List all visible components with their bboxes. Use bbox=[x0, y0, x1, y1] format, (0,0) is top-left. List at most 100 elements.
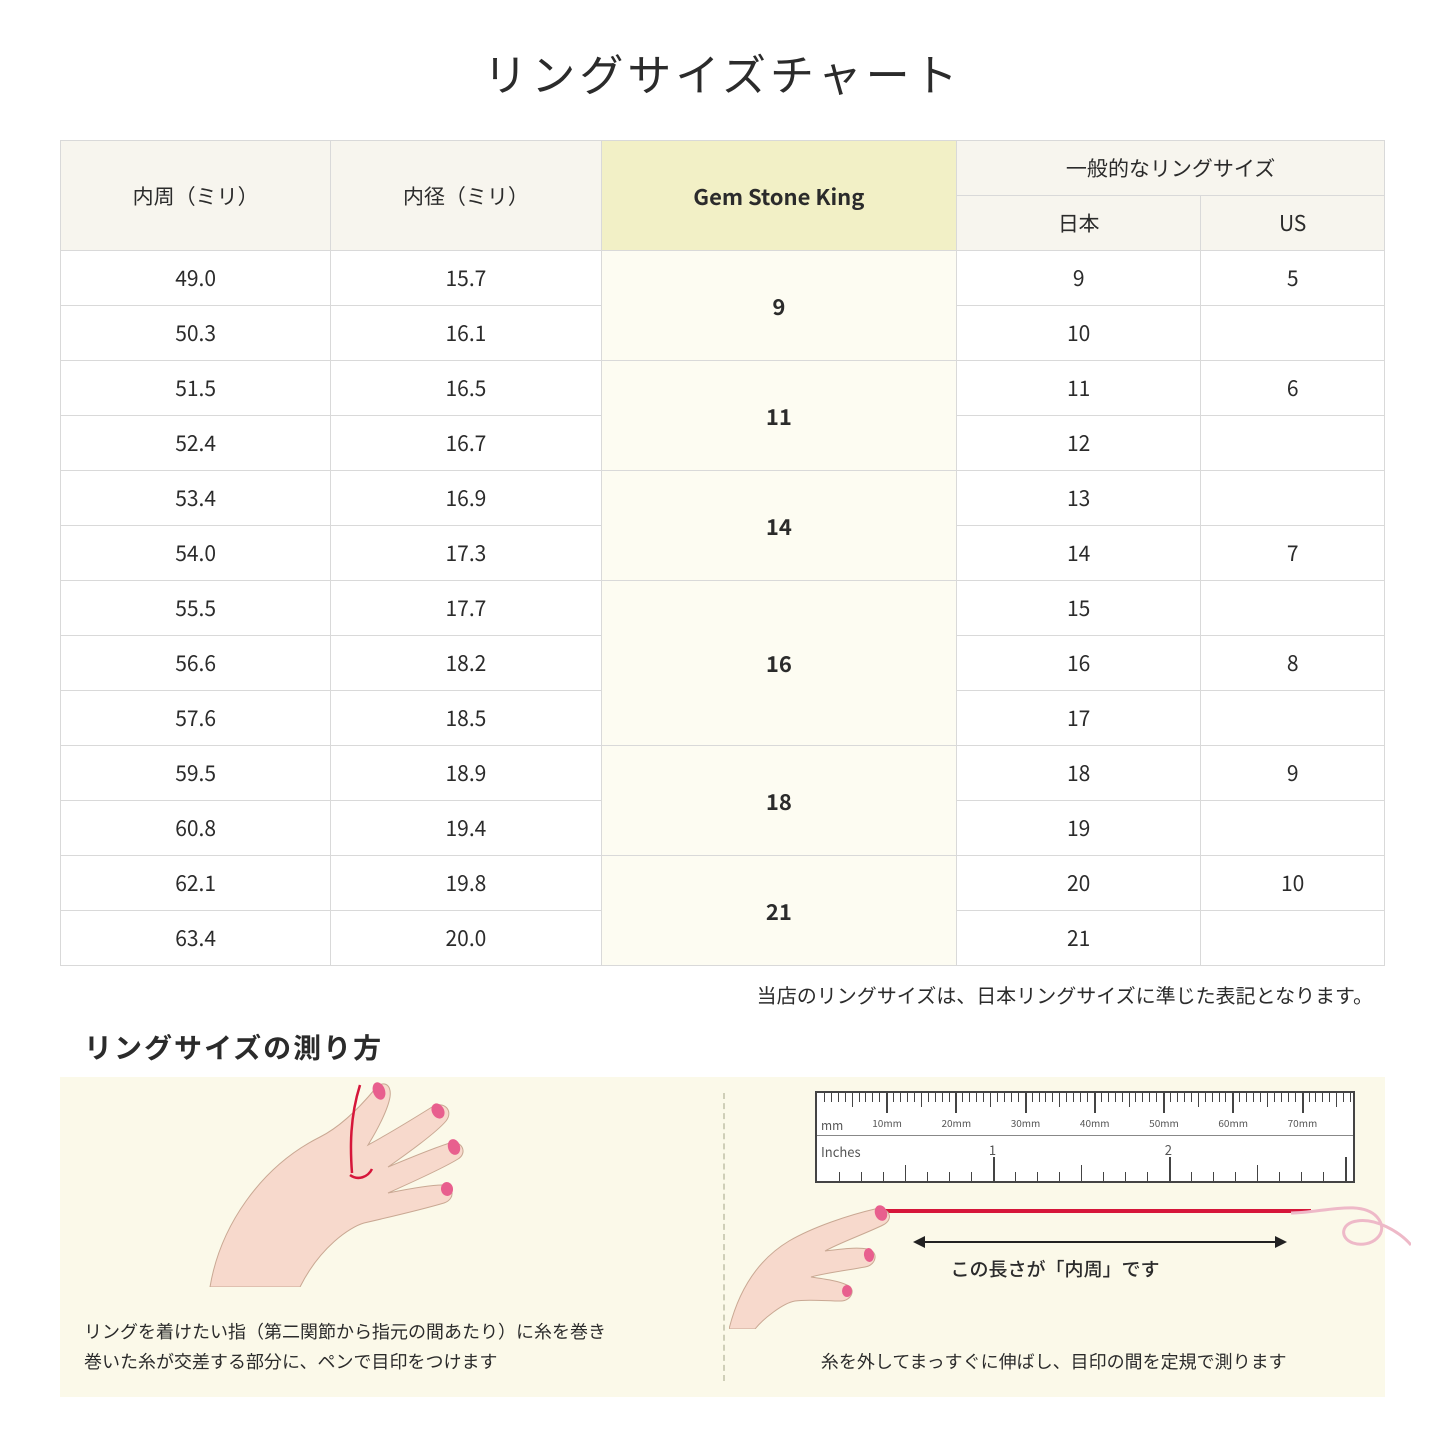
table-row: 62.119.8212010 bbox=[61, 856, 1385, 911]
cell-diameter: 16.1 bbox=[331, 306, 601, 361]
ruler-mm-mark: 60mm bbox=[1218, 1115, 1248, 1130]
length-arrow bbox=[915, 1241, 1285, 1243]
table-row: 51.516.511116 bbox=[61, 361, 1385, 416]
instruction-panel: リングを着けたい指（第二関節から指元の間あたり）に糸を巻き 巻いた糸が交差する部… bbox=[60, 1077, 1385, 1397]
cell-us: 8 bbox=[1201, 636, 1385, 691]
cell-gsk: 18 bbox=[601, 746, 957, 856]
th-general-group: 一般的なリングサイズ bbox=[957, 141, 1385, 196]
cell-circumference: 53.4 bbox=[61, 471, 331, 526]
left-caption: リングを着けたい指（第二関節から指元の間あたり）に糸を巻き 巻いた糸が交差する部… bbox=[84, 1316, 699, 1377]
cell-japan: 11 bbox=[957, 361, 1201, 416]
cell-circumference: 51.5 bbox=[61, 361, 331, 416]
measure-title: リングサイズの測り方 bbox=[84, 1027, 1385, 1067]
ruler-mm-mark: 50mm bbox=[1149, 1115, 1179, 1130]
cell-circumference: 59.5 bbox=[61, 746, 331, 801]
cell-diameter: 16.7 bbox=[331, 416, 601, 471]
size-chart-table: 内周（ミリ） 内径（ミリ） Gem Stone King 一般的なリングサイズ … bbox=[60, 140, 1385, 966]
ruler-mm-label: mm bbox=[821, 1117, 843, 1134]
footnote: 当店のリングサイズは、日本リングサイズに準じた表記となります。 bbox=[60, 980, 1385, 1009]
cell-japan: 16 bbox=[957, 636, 1201, 691]
ruler-inches-label: Inches bbox=[821, 1142, 861, 1161]
cell-diameter: 17.3 bbox=[331, 526, 601, 581]
cell-us bbox=[1201, 691, 1385, 746]
cell-japan: 10 bbox=[957, 306, 1201, 361]
hand-point-illustration bbox=[729, 1179, 899, 1329]
cell-circumference: 55.5 bbox=[61, 581, 331, 636]
cell-diameter: 20.0 bbox=[331, 911, 601, 966]
cell-japan: 18 bbox=[957, 746, 1201, 801]
cell-diameter: 16.9 bbox=[331, 471, 601, 526]
cell-circumference: 52.4 bbox=[61, 416, 331, 471]
page-title: リングサイズチャート bbox=[60, 40, 1385, 104]
th-diameter: 内径（ミリ） bbox=[331, 141, 601, 251]
hand-thread-illustration bbox=[200, 1077, 560, 1287]
ruler-in-mark: 2 bbox=[1165, 1140, 1172, 1159]
ruler-mm-mark: 70mm bbox=[1288, 1115, 1318, 1130]
table-body: 49.015.799550.316.11051.516.51111652.416… bbox=[61, 251, 1385, 966]
cell-diameter: 15.7 bbox=[331, 251, 601, 306]
panel-right: mm 10mm 20mm 30mm 40mm 50mm 60mm 70mm Inches 1… bbox=[723, 1077, 1386, 1397]
cell-us bbox=[1201, 471, 1385, 526]
cell-gsk: 11 bbox=[601, 361, 957, 471]
cell-circumference: 60.8 bbox=[61, 801, 331, 856]
table-row: 53.416.91413 bbox=[61, 471, 1385, 526]
cell-japan: 20 bbox=[957, 856, 1201, 911]
cell-gsk: 9 bbox=[601, 251, 957, 361]
cell-diameter: 19.4 bbox=[331, 801, 601, 856]
cell-gsk: 21 bbox=[601, 856, 957, 966]
cell-circumference: 56.6 bbox=[61, 636, 331, 691]
cell-us: 9 bbox=[1201, 746, 1385, 801]
left-caption-line1: リングを着けたい指（第二関節から指元の間あたり）に糸を巻き bbox=[84, 1316, 699, 1347]
th-gsk: Gem Stone King bbox=[601, 141, 957, 251]
ruler-group: mm 10mm 20mm 30mm 40mm 50mm 60mm 70mm Inches 1… bbox=[795, 1091, 1355, 1183]
cell-us bbox=[1201, 416, 1385, 471]
cell-japan: 15 bbox=[957, 581, 1201, 636]
table-row: 49.015.7995 bbox=[61, 251, 1385, 306]
left-caption-line2: 巻いた糸が交差する部分に、ペンで目印をつけます bbox=[84, 1346, 699, 1377]
cell-diameter: 17.7 bbox=[331, 581, 601, 636]
cell-us bbox=[1201, 581, 1385, 636]
cell-circumference: 63.4 bbox=[61, 911, 331, 966]
cell-japan: 13 bbox=[957, 471, 1201, 526]
th-japan: 日本 bbox=[957, 196, 1201, 251]
cell-us bbox=[1201, 911, 1385, 966]
cell-japan: 21 bbox=[957, 911, 1201, 966]
cell-circumference: 49.0 bbox=[61, 251, 331, 306]
ruler: mm 10mm 20mm 30mm 40mm 50mm 60mm 70mm Inches 1… bbox=[815, 1091, 1355, 1183]
cell-us: 5 bbox=[1201, 251, 1385, 306]
cell-us bbox=[1201, 306, 1385, 361]
cell-us: 10 bbox=[1201, 856, 1385, 911]
cell-circumference: 50.3 bbox=[61, 306, 331, 361]
cell-gsk: 14 bbox=[601, 471, 957, 581]
ruler-mm-mark: 10mm bbox=[872, 1115, 902, 1130]
thread-curl-icon bbox=[1291, 1191, 1411, 1261]
table-row: 59.518.918189 bbox=[61, 746, 1385, 801]
ruler-mm-mark: 20mm bbox=[941, 1115, 971, 1130]
thread-line bbox=[881, 1209, 1311, 1213]
cell-japan: 19 bbox=[957, 801, 1201, 856]
cell-us bbox=[1201, 801, 1385, 856]
right-caption: 糸を外してまっすぐに伸ばし、目印の間を定規で測ります bbox=[747, 1346, 1362, 1377]
th-circumference: 内周（ミリ） bbox=[61, 141, 331, 251]
cell-diameter: 19.8 bbox=[331, 856, 601, 911]
ruler-mm-mark: 40mm bbox=[1080, 1115, 1110, 1130]
table-row: 55.517.71615 bbox=[61, 581, 1385, 636]
cell-circumference: 54.0 bbox=[61, 526, 331, 581]
cell-japan: 17 bbox=[957, 691, 1201, 746]
cell-gsk: 16 bbox=[601, 581, 957, 746]
th-us: US bbox=[1201, 196, 1385, 251]
cell-circumference: 62.1 bbox=[61, 856, 331, 911]
cell-diameter: 16.5 bbox=[331, 361, 601, 416]
cell-japan: 14 bbox=[957, 526, 1201, 581]
cell-japan: 12 bbox=[957, 416, 1201, 471]
cell-circumference: 57.6 bbox=[61, 691, 331, 746]
cell-us: 6 bbox=[1201, 361, 1385, 416]
cell-diameter: 18.2 bbox=[331, 636, 601, 691]
cell-diameter: 18.9 bbox=[331, 746, 601, 801]
cell-us: 7 bbox=[1201, 526, 1385, 581]
ruler-mm-mark: 30mm bbox=[1011, 1115, 1041, 1130]
cell-japan: 9 bbox=[957, 251, 1201, 306]
panel-left: リングを着けたい指（第二関節から指元の間あたり）に糸を巻き 巻いた糸が交差する部… bbox=[60, 1077, 723, 1397]
cell-diameter: 18.5 bbox=[331, 691, 601, 746]
ruler-in-mark: 1 bbox=[989, 1140, 996, 1159]
